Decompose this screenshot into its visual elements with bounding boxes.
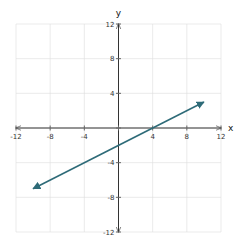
- x-tick-label: 4: [150, 133, 155, 141]
- y-tick: [116, 197, 121, 198]
- grid-line-x: [84, 24, 85, 232]
- x-tick: [221, 126, 222, 131]
- x-tick-label: -12: [10, 133, 21, 141]
- x-tick-label: -4: [81, 133, 89, 141]
- x-axis: [16, 128, 221, 129]
- y-tick: [116, 24, 121, 25]
- y-tick: [116, 128, 121, 129]
- y-tick: [116, 58, 121, 59]
- chart: -12-8-44812-12-8-44812xy: [0, 0, 243, 248]
- x-tick: [16, 126, 17, 131]
- y-tick: [116, 93, 121, 94]
- grid-line-x: [186, 24, 187, 232]
- y-tick-label: -12: [103, 229, 114, 237]
- grid-line-y: [16, 58, 221, 59]
- grid-line-y: [16, 24, 221, 25]
- x-tick-label: 8: [185, 133, 189, 141]
- y-tick-label: -8: [108, 194, 115, 202]
- grid-line-x: [221, 24, 222, 232]
- y-tick-label: 4: [110, 90, 115, 98]
- x-tick-label: 12: [217, 133, 226, 141]
- x-axis-label: x: [228, 123, 234, 133]
- grid-line-y: [16, 197, 221, 198]
- grid-line-y: [16, 162, 221, 163]
- x-tick-label: -8: [47, 133, 54, 141]
- x-tick: [50, 126, 51, 131]
- grid-line-x: [50, 24, 51, 232]
- y-tick-label: 8: [110, 55, 114, 63]
- plot-area: [33, 102, 204, 189]
- x-tick: [84, 126, 85, 131]
- grid-line-y: [16, 128, 221, 129]
- x-tick: [186, 126, 187, 131]
- y-axis-label: y: [116, 8, 122, 18]
- grid-line-x: [16, 24, 17, 232]
- chart-container: -12-8-44812-12-8-44812xy: [0, 0, 243, 248]
- data-line: [33, 102, 204, 189]
- grid-line-y: [16, 232, 221, 233]
- y-tick: [116, 162, 121, 163]
- y-tick-label: -4: [108, 159, 116, 167]
- y-tick: [116, 232, 121, 233]
- y-tick-label: 12: [106, 21, 115, 29]
- grid: [16, 24, 221, 232]
- grid-line-y: [16, 93, 221, 94]
